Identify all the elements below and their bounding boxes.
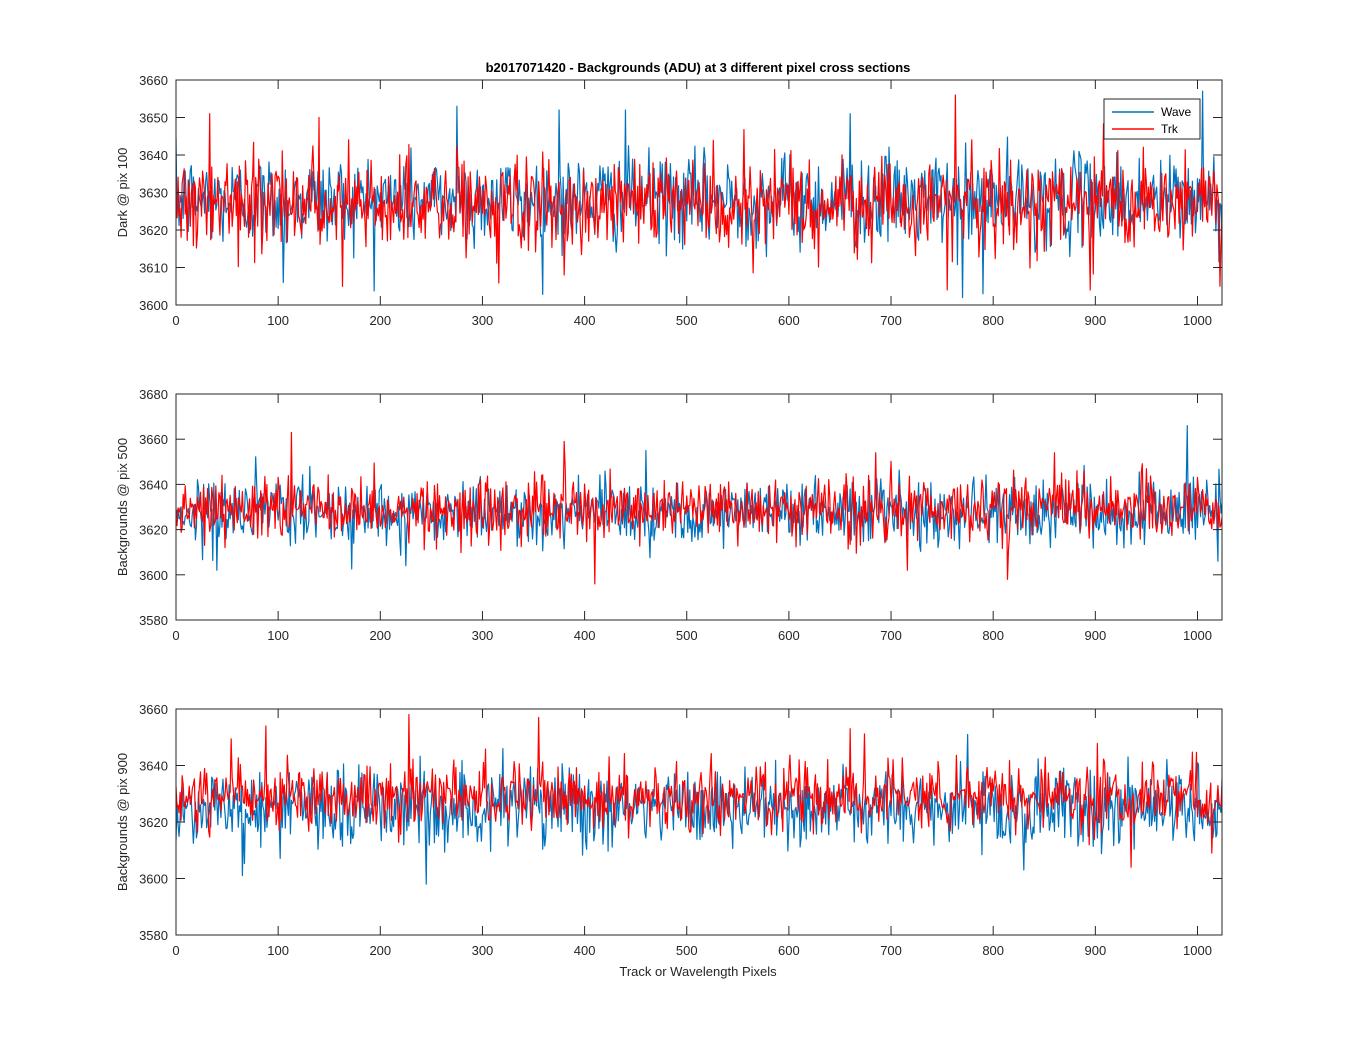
y-axis-label: Dark @ pix 100 [115,148,130,238]
x-tick-label: 500 [676,943,698,958]
series-wave-line [176,733,1222,885]
y-tick-label: 3600 [139,568,168,583]
x-tick-label: 200 [369,313,391,328]
x-tick-label: 700 [880,313,902,328]
y-tick-label: 3660 [139,73,168,88]
x-tick-label: 400 [574,628,596,643]
y-tick-label: 3620 [139,815,168,830]
x-tick-label: 1000 [1183,313,1212,328]
x-tick-label: 1000 [1183,628,1212,643]
y-tick-label: 3610 [139,261,168,276]
panel-3: 0 100 200 300 400 500 600 700 800 900 1000 3580 3600… [115,702,1223,958]
legend: Wave Trk [1103,98,1201,140]
y-tick-label: 3600 [139,872,168,887]
x-tick-label: 900 [1084,943,1106,958]
series-trk-line [176,714,1222,868]
y-tick-label: 3660 [139,432,168,447]
x-tick-label: 100 [267,943,289,958]
legend-label-wave: Wave [1161,105,1192,119]
y-axis-label: Backgrounds @ pix 900 [115,753,130,891]
x-tick-label: 400 [574,943,596,958]
y-tick-label: 3620 [139,523,168,538]
y-tick-label: 3650 [139,111,168,126]
x-tick-label: 500 [676,628,698,643]
x-tick-label: 1000 [1183,943,1212,958]
x-tick-label: 900 [1084,628,1106,643]
x-tick-label: 800 [982,628,1004,643]
x-tick-label: 200 [369,628,391,643]
x-tick-label: 400 [574,313,596,328]
panel-2: 0 100 200 300 400 500 600 700 800 900 1000 3580 3600… [115,387,1223,643]
y-tick-label: 3630 [139,186,168,201]
y-axis-label: Backgrounds @ pix 500 [115,438,130,576]
y-tick-label: 3620 [139,223,168,238]
series-trk-line [176,94,1222,291]
y-tick-label: 3640 [139,477,168,492]
y-tick-label: 3580 [139,613,168,628]
x-tick-label: 300 [472,313,494,328]
x-tick-label: 300 [472,628,494,643]
y-tick-label: 3680 [139,387,168,402]
x-tick-label: 0 [172,628,179,643]
x-tick-label: 600 [778,313,800,328]
y-tick-label: 3600 [139,298,168,313]
x-tick-label: 800 [982,313,1004,328]
x-axis-label: Track or Wavelength Pixels [619,964,777,979]
x-tick-label: 0 [172,943,179,958]
x-tick-label: 600 [778,943,800,958]
series-trk-line [176,431,1222,585]
y-tick-label: 3640 [139,148,168,163]
x-tick-label: 0 [172,313,179,328]
legend-label-trk: Trk [1161,122,1179,136]
x-tick-label: 900 [1084,313,1106,328]
x-tick-label: 100 [267,628,289,643]
x-tick-label: 100 [267,313,289,328]
y-tick-label: 3660 [139,702,168,717]
x-tick-label: 600 [778,628,800,643]
x-tick-label: 500 [676,313,698,328]
panel-1: 0 100 200 300 400 500 600 700 800 900 1000 3600 3610… [115,73,1223,328]
y-tick-label: 3640 [139,759,168,774]
legend-box [1103,98,1201,140]
x-tick-label: 200 [369,943,391,958]
x-tick-label: 800 [982,943,1004,958]
chart-title: b2017071420 - Backgrounds (ADU) at 3 dif… [486,60,911,75]
panels: 0 100 200 300 400 500 600 700 800 900 100036003610… [115,73,1223,958]
y-tick-label: 3580 [139,928,168,943]
x-tick-label: 700 [880,943,902,958]
x-tick-label: 300 [472,943,494,958]
axes-frame [175,393,1223,621]
x-tick-label: 700 [880,628,902,643]
